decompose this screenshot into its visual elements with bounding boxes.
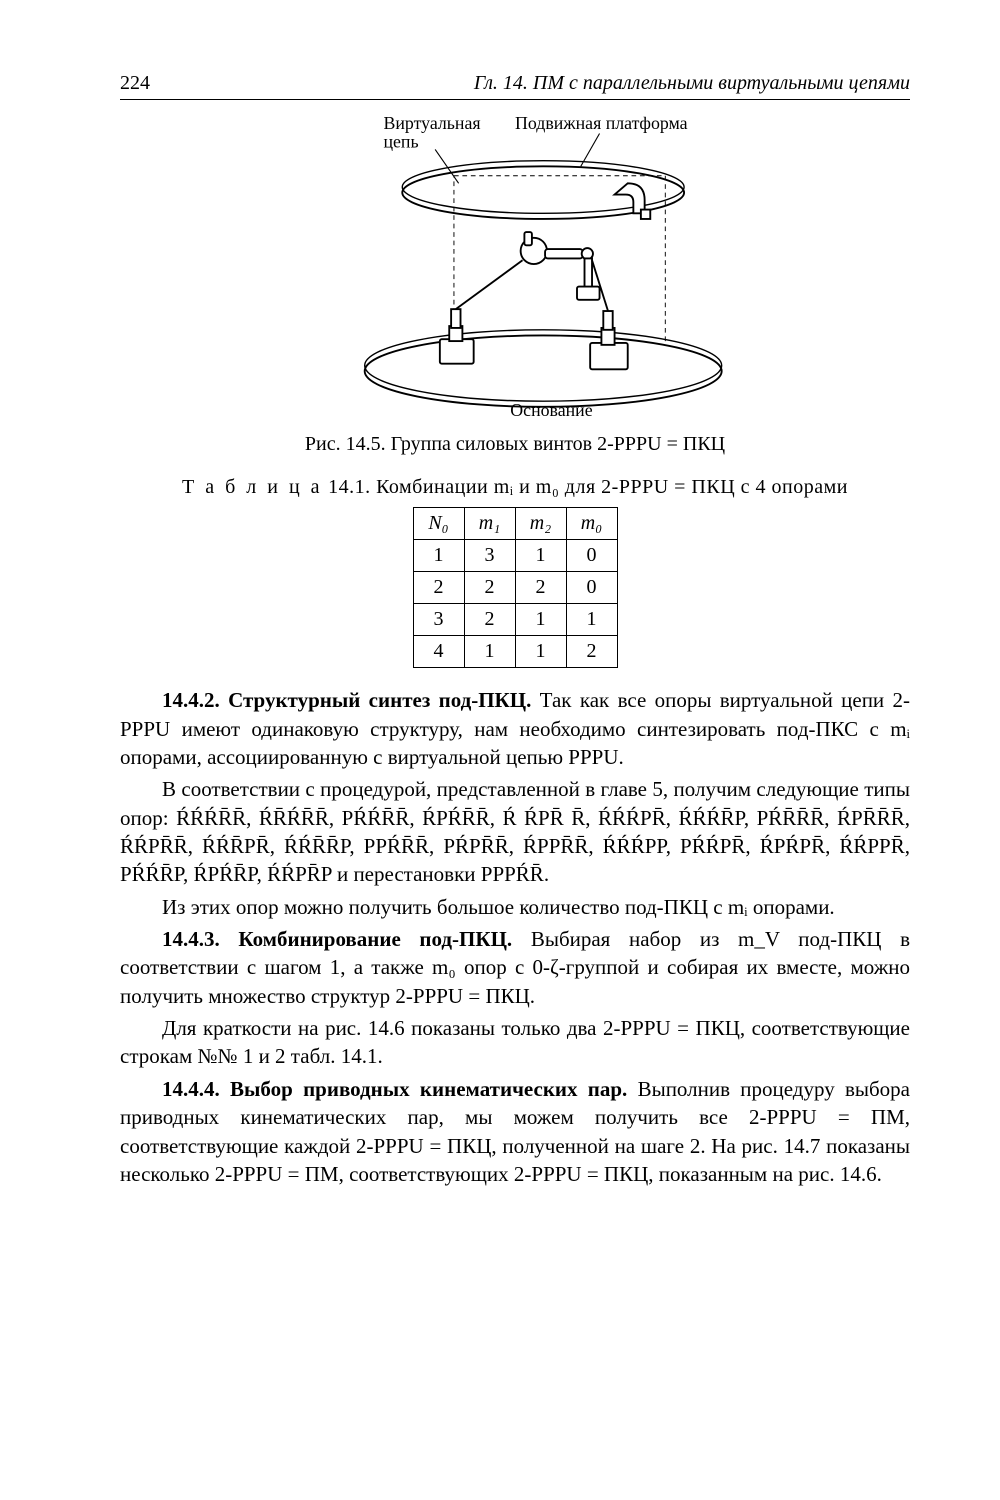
table-caption: Т а б л и ц а 14.1. Комбинации mᵢ и m₀ д… bbox=[120, 474, 910, 501]
paragraph: Для краткости на рис. 14.6 показаны толь… bbox=[120, 1014, 910, 1071]
figure-14-5: Виртуальная цепь Подвижная платформа bbox=[120, 110, 910, 458]
chapter-title: Гл. 14. ПМ с параллельными виртуальными … bbox=[474, 70, 910, 97]
col-N0: N₀ bbox=[413, 508, 464, 540]
page: 224 Гл. 14. ПМ с параллельными виртуальн… bbox=[0, 0, 1000, 1500]
label-moving-platform: Подвижная платформа bbox=[515, 113, 688, 133]
section-14-4-2: 14.4.2. Структурный синтез под-ПКЦ. Так … bbox=[120, 686, 910, 771]
section-heading: 14.4.4. Выбор приводных кинематических п… bbox=[162, 1077, 627, 1101]
col-m2: m₂ bbox=[515, 508, 566, 540]
label-base: Основание bbox=[510, 400, 592, 420]
paragraph: В соответствии с процедурой, представлен… bbox=[120, 775, 910, 888]
section-heading: 14.4.2. Структурный синтез под-ПКЦ. bbox=[162, 688, 531, 712]
table-14-1: N₀ m₁ m₂ m₀ 1 3 1 0 2 2 2 0 3 2 1 1 4 1 … bbox=[413, 507, 618, 668]
table-row: 2 2 2 0 bbox=[413, 572, 617, 604]
section-14-4-3: 14.4.3. Комбинирование под-ПКЦ. Выбирая … bbox=[120, 925, 910, 1010]
section-14-4-4: 14.4.4. Выбор приводных кинематических п… bbox=[120, 1075, 910, 1188]
section-heading: 14.4.3. Комбинирование под-ПКЦ. bbox=[162, 927, 512, 951]
col-m1: m₁ bbox=[464, 508, 515, 540]
label-virtual-chain-2: цепь bbox=[383, 132, 418, 152]
figure-caption: Рис. 14.5. Группа силовых винтов 2-PPPU … bbox=[120, 431, 910, 458]
table-caption-prefix: Т а б л и ц а bbox=[182, 476, 323, 498]
label-virtual-chain: Виртуальная bbox=[383, 113, 480, 133]
page-number: 224 bbox=[120, 70, 150, 97]
table-caption-body: 14.1. Комбинации mᵢ и m₀ для 2-PPPU = ПК… bbox=[323, 476, 848, 498]
running-head: 224 Гл. 14. ПМ с параллельными виртуальн… bbox=[120, 70, 910, 100]
col-m0: m₀ bbox=[566, 508, 617, 540]
table-header-row: N₀ m₁ m₂ m₀ bbox=[413, 508, 617, 540]
table-row: 3 2 1 1 bbox=[413, 604, 617, 636]
table-row: 4 1 1 2 bbox=[413, 636, 617, 668]
mechanism-diagram: Виртуальная цепь Подвижная платформа bbox=[255, 110, 775, 420]
table-row: 1 3 1 0 bbox=[413, 540, 617, 572]
paragraph: Из этих опор можно получить большое коли… bbox=[120, 893, 910, 921]
